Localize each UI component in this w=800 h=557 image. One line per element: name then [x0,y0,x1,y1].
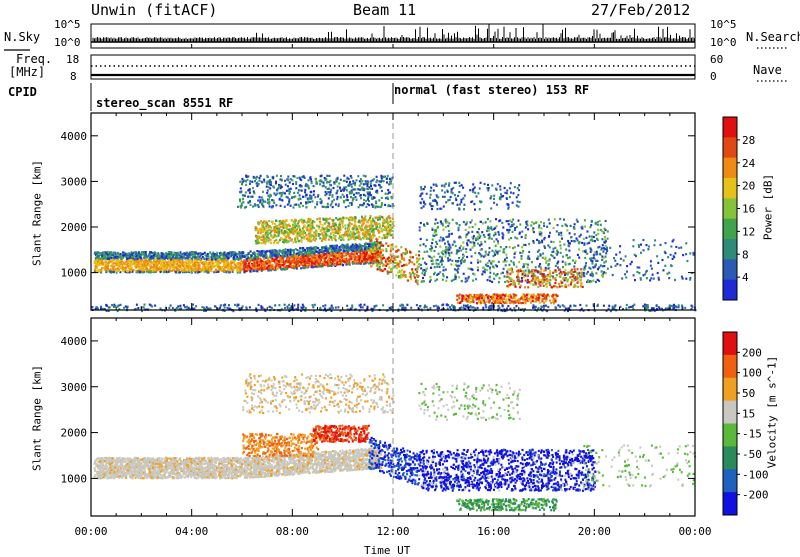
velocity-ytick-label: 3000 [61,381,88,394]
power-colorbar-label: 12 [742,225,755,238]
power-colorbar-label: 24 [742,157,756,170]
power-colorbar-label: 4 [742,271,749,284]
power-colorbar-cell [723,219,737,240]
xtick-label: 04:00 [175,525,208,538]
power-panel-echoes [91,175,696,313]
power-colorbar-cell [723,259,737,280]
power-panel-frame [91,113,695,310]
velocity-colorbar-cell [723,355,737,378]
velocity-ytick-label: 1000 [61,472,88,485]
power-colorbar-cell [723,198,737,219]
power-colorbar-cell [723,178,737,199]
velocity-ytick-label: 4000 [61,335,88,348]
velocity-colorbar-label: 100 [742,367,762,380]
power-ytick-label: 1000 [61,267,88,280]
power-ytick-label: 3000 [61,175,88,188]
velocity-colorbar-label: -100 [742,468,769,481]
xtick-label: 00:00 [678,525,711,538]
nsky-noise-trace [93,25,695,43]
power-colorbar-cell [723,239,737,260]
velocity-colorbar-cell [723,446,737,469]
xtick-label: 00:00 [74,525,107,538]
velocity-colorbar-cell [723,378,737,401]
velocity-panel-echoes [94,373,697,511]
velocity-panel-frame [91,318,695,516]
velocity-colorbar-label: -15 [742,428,762,441]
power-ytick-label: 4000 [61,130,88,143]
power-colorbar-label: 20 [742,180,755,193]
power-ytick-label: 2000 [61,221,88,234]
velocity-colorbar-label: 200 [742,346,762,359]
xtick-label: 12:00 [376,525,409,538]
velocity-colorbar-cell [723,492,737,515]
velocity-colorbar-cell [723,469,737,492]
power-colorbar-label: 16 [742,203,755,216]
xtick-label: 16:00 [477,525,510,538]
velocity-colorbar-cell [723,424,737,447]
power-colorbar-cell [723,280,737,301]
velocity-ytick-label: 2000 [61,427,88,440]
velocity-colorbar-label: 15 [742,407,755,420]
xtick-label: 08:00 [276,525,309,538]
power-colorbar-cell [723,137,737,158]
power-colorbar-label: 28 [742,134,755,147]
velocity-colorbar-cell [723,401,737,424]
power-colorbar-cell [723,117,737,138]
power-colorbar-cell [723,158,737,179]
velocity-colorbar-label: -200 [742,489,769,502]
velocity-colorbar-cell [723,332,737,355]
velocity-colorbar-label: -50 [742,448,762,461]
velocity-colorbar-label: 50 [742,387,755,400]
xtick-label: 20:00 [578,525,611,538]
power-colorbar-label: 8 [742,248,749,261]
